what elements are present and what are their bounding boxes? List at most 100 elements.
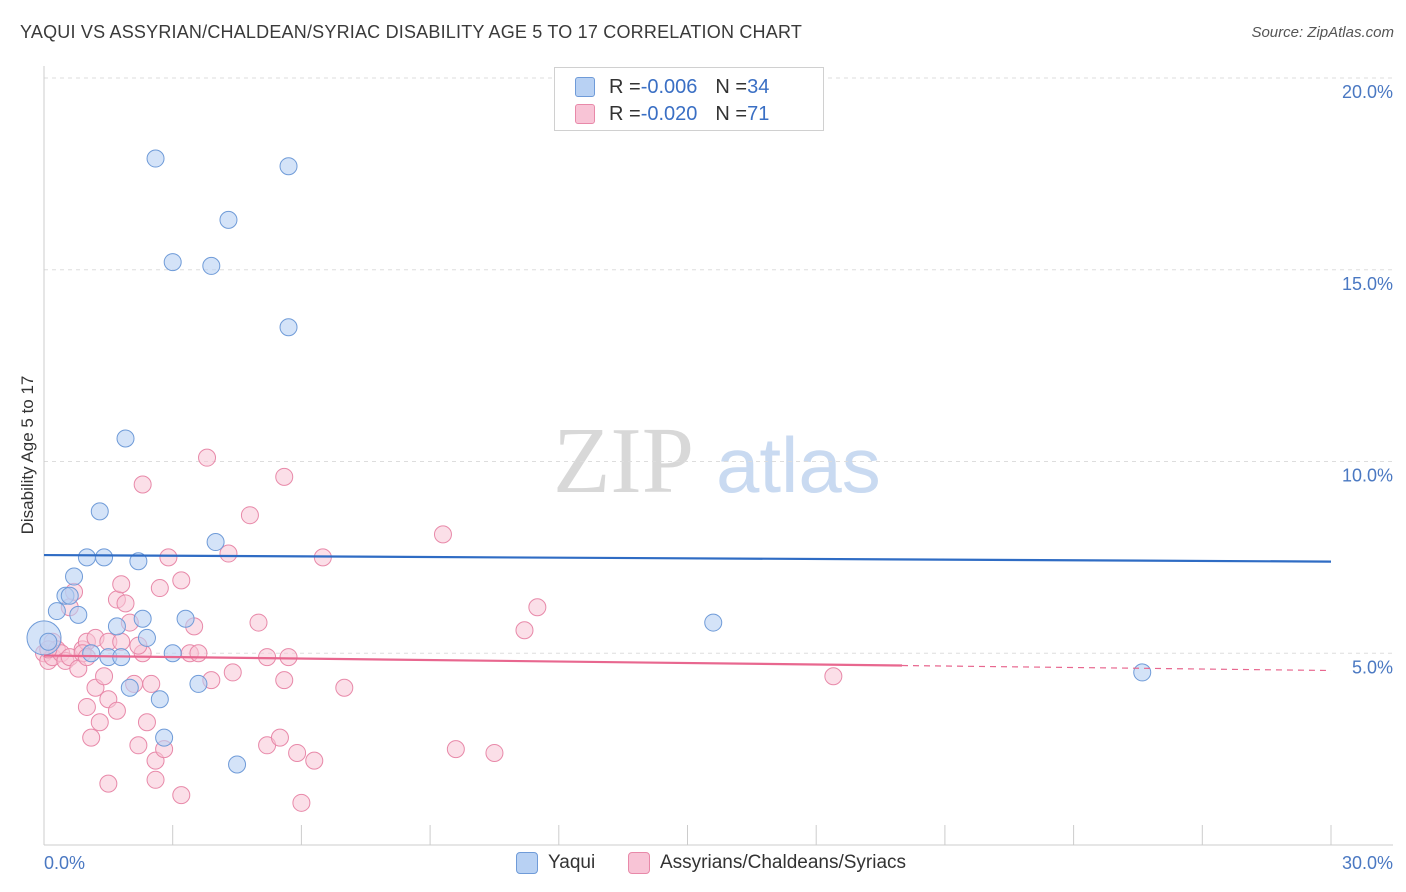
yaqui-points — [26, 149, 1152, 774]
yaqui-point — [189, 674, 208, 693]
legend-r-label: R = — [609, 75, 641, 98]
assyrian-point — [129, 736, 148, 755]
yaqui-point — [90, 502, 109, 521]
legend-r-value: -0.020 — [640, 102, 698, 125]
series-legend-yaqui[interactable]: Yaqui — [516, 852, 595, 874]
assyrian-point — [292, 793, 311, 812]
yaqui-point — [39, 632, 58, 651]
legend-n-label: N = — [715, 75, 748, 98]
yaqui-point — [279, 318, 298, 337]
yaqui-point — [279, 157, 298, 176]
correlation-legend: R = -0.006 N = 34 R = -0.020 N = 71 — [554, 67, 824, 131]
yaqui-point — [69, 605, 88, 624]
x-tick-label-max: 30.0% — [1342, 853, 1393, 873]
assyrian-point — [528, 598, 547, 617]
yaqui-point — [219, 210, 238, 229]
yaqui-point — [1133, 663, 1152, 682]
yaqui-point — [95, 548, 114, 567]
assyrian-point — [99, 774, 118, 793]
assyrian-point — [172, 786, 191, 805]
yaqui-point — [163, 644, 182, 663]
legend-n-value: 71 — [747, 102, 770, 125]
assyrian-point — [515, 621, 534, 640]
yaqui-point — [47, 602, 66, 621]
assyrian-point — [288, 743, 307, 762]
series-legend-assyrian-label: Assyrians/Chaldeans/Syriacs — [660, 852, 907, 873]
assyrian-point — [335, 678, 354, 697]
x-tick-label-min: 0.0% — [44, 853, 85, 873]
chart-title: YAQUI VS ASSYRIAN/CHALDEAN/SYRIAC DISABI… — [20, 22, 803, 42]
assyrian-point — [189, 644, 208, 663]
assyrian-point — [150, 579, 169, 598]
watermark: ZIP atlas — [553, 409, 881, 513]
yaqui-point — [150, 690, 169, 709]
legend-n-label: N = — [715, 102, 748, 125]
assyrian-point — [270, 728, 289, 747]
assyrian-trend-extension — [901, 664, 1332, 672]
series-legend-yaqui-label: Yaqui — [548, 852, 596, 873]
yaqui-point — [116, 429, 135, 448]
assyrian-point — [433, 525, 452, 544]
legend-row-assyrian: R = -0.020 N = 71 — [575, 101, 769, 127]
assyrian-point — [77, 697, 96, 716]
yaqui-point — [133, 609, 152, 628]
yaqui-point — [60, 586, 79, 605]
y-tick-label: 10.0% — [1342, 466, 1393, 486]
yaqui-point — [202, 256, 221, 275]
series-legend-assyrian[interactable]: Assyrians/Chaldeans/Syriacs — [628, 852, 906, 874]
legend-n-value: 34 — [747, 75, 770, 98]
assyrian-point — [95, 667, 114, 686]
assyrian-point — [146, 770, 165, 789]
assyrian-point — [112, 575, 131, 594]
assyrian-point — [82, 728, 101, 747]
swatch-assyrian — [628, 852, 650, 874]
assyrian-point — [112, 632, 131, 651]
yaqui-point — [129, 552, 148, 571]
yaqui-point — [206, 533, 225, 552]
axes — [43, 66, 1393, 846]
assyrian-point — [485, 743, 504, 762]
legend-row-yaqui: R = -0.006 N = 34 — [575, 74, 769, 100]
assyrian-point — [219, 544, 238, 563]
series-legend: Yaqui Assyrians/Chaldeans/Syriacs — [0, 852, 1406, 878]
yaqui-point — [155, 728, 174, 747]
yaqui-point — [176, 609, 195, 628]
assyrian-point — [249, 613, 268, 632]
assyrian-point — [116, 594, 135, 613]
assyrian-point — [275, 467, 294, 486]
yaqui-point — [704, 613, 723, 632]
y-axis-label: Disability Age 5 to 17 — [18, 376, 37, 535]
legend-r-label: R = — [609, 102, 641, 125]
yaqui-point — [107, 617, 126, 636]
watermark-atlas: atlas — [716, 421, 881, 509]
assyrian-point — [198, 448, 217, 467]
assyrian-trend-line — [43, 654, 903, 667]
assyrian-point — [279, 648, 298, 667]
assyrian-point — [446, 740, 465, 759]
yaqui-point — [65, 567, 84, 586]
assyrian-point — [275, 671, 294, 690]
assyrian-point — [90, 713, 109, 732]
legend-swatch-yaqui — [575, 77, 595, 97]
axis-labels: 5.0% 10.0% 15.0% 20.0% 0.0% 30.0% Disability A… — [18, 82, 1393, 873]
legend-swatch-assyrian — [575, 104, 595, 124]
yaqui-point — [163, 253, 182, 272]
legend-r-value: -0.006 — [640, 75, 698, 98]
source-label: Source: ZipAtlas.com — [1251, 24, 1394, 41]
assyrian-point — [159, 548, 178, 567]
assyrian-point — [240, 506, 259, 525]
assyrian-point — [107, 701, 126, 720]
assyrian-point — [137, 713, 156, 732]
y-tick-label: 20.0% — [1342, 82, 1393, 102]
assyrian-point — [142, 674, 161, 693]
y-tick-label: 5.0% — [1352, 657, 1393, 677]
yaqui-point — [77, 548, 96, 567]
yaqui-point — [228, 755, 247, 774]
yaqui-point — [82, 644, 101, 663]
trend-lines — [43, 553, 1332, 672]
yaqui-point — [137, 628, 156, 647]
assyrian-point — [824, 667, 843, 686]
yaqui-trend-line — [43, 553, 1332, 563]
